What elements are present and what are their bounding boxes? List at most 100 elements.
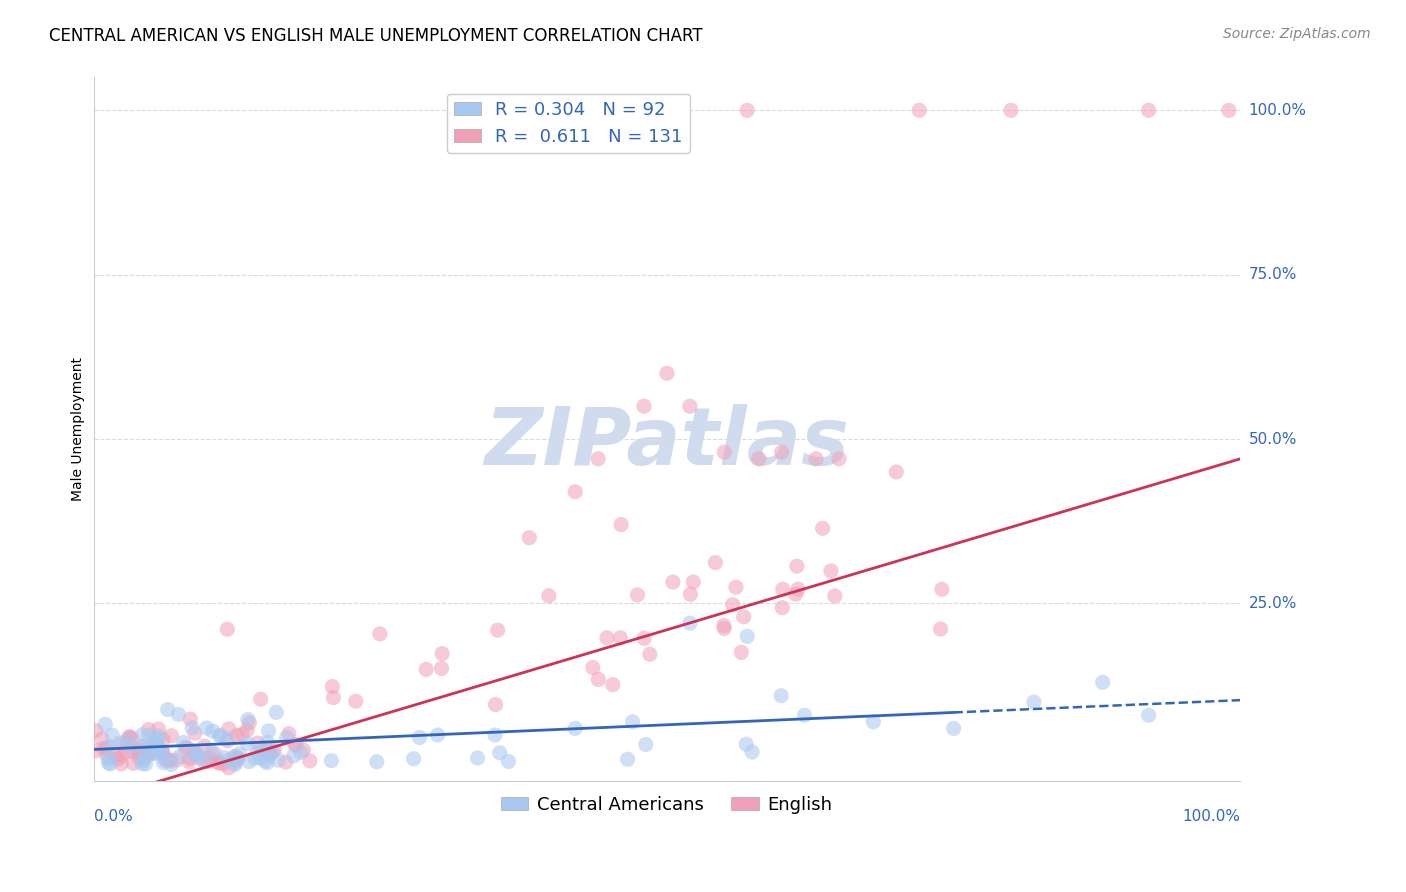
- Point: [488, 746, 510, 760]
- Point: [564, 484, 586, 499]
- Point: [160, 754, 183, 768]
- Point: [114, 745, 136, 759]
- Point: [274, 755, 297, 769]
- Point: [97, 756, 120, 770]
- Point: [582, 660, 605, 674]
- Point: [748, 451, 770, 466]
- Point: [156, 702, 179, 716]
- Point: [228, 751, 250, 765]
- Text: Source: ZipAtlas.com: Source: ZipAtlas.com: [1223, 27, 1371, 41]
- Point: [197, 755, 219, 769]
- Point: [884, 465, 907, 479]
- Point: [226, 751, 249, 765]
- Point: [128, 743, 150, 757]
- Text: 100.0%: 100.0%: [1249, 103, 1306, 118]
- Point: [298, 754, 321, 768]
- Point: [246, 736, 269, 750]
- Point: [121, 731, 143, 746]
- Point: [284, 738, 307, 752]
- Text: 25.0%: 25.0%: [1249, 596, 1296, 611]
- Point: [127, 743, 149, 757]
- Point: [616, 752, 638, 766]
- Point: [134, 749, 156, 764]
- Point: [226, 729, 249, 743]
- Point: [236, 713, 259, 727]
- Point: [1218, 103, 1240, 118]
- Point: [772, 582, 794, 597]
- Point: [110, 736, 132, 750]
- Point: [621, 714, 644, 729]
- Point: [290, 745, 312, 759]
- Point: [730, 645, 752, 659]
- Point: [366, 755, 388, 769]
- Text: CENTRAL AMERICAN VS ENGLISH MALE UNEMPLOYMENT CORRELATION CHART: CENTRAL AMERICAN VS ENGLISH MALE UNEMPLO…: [49, 27, 703, 45]
- Point: [152, 732, 174, 747]
- Point: [256, 756, 278, 770]
- Point: [679, 399, 702, 413]
- Point: [128, 751, 150, 765]
- Point: [770, 445, 793, 459]
- Point: [321, 754, 343, 768]
- Point: [224, 754, 246, 768]
- Point: [638, 648, 661, 662]
- Point: [97, 752, 120, 766]
- Point: [141, 736, 163, 750]
- Point: [236, 737, 259, 751]
- Text: 0.0%: 0.0%: [94, 809, 132, 824]
- Point: [292, 743, 315, 757]
- Point: [246, 746, 269, 760]
- Point: [152, 746, 174, 760]
- Point: [96, 748, 118, 763]
- Point: [190, 751, 212, 765]
- Point: [117, 733, 139, 747]
- Point: [228, 747, 250, 761]
- Point: [134, 750, 156, 764]
- Point: [193, 755, 215, 769]
- Point: [209, 729, 232, 743]
- Point: [828, 451, 851, 466]
- Point: [430, 647, 453, 661]
- Point: [467, 751, 489, 765]
- Point: [1091, 675, 1114, 690]
- Point: [153, 752, 176, 766]
- Point: [586, 451, 609, 466]
- Point: [634, 738, 657, 752]
- Point: [177, 740, 200, 755]
- Point: [263, 742, 285, 756]
- Point: [322, 690, 344, 705]
- Point: [132, 751, 155, 765]
- Text: 75.0%: 75.0%: [1249, 268, 1296, 282]
- Point: [243, 751, 266, 765]
- Point: [101, 728, 124, 742]
- Point: [145, 731, 167, 746]
- Point: [484, 728, 506, 742]
- Point: [824, 589, 846, 603]
- Point: [1137, 103, 1160, 118]
- Point: [238, 715, 260, 730]
- Point: [200, 745, 222, 759]
- Point: [217, 623, 239, 637]
- Point: [426, 728, 449, 742]
- Point: [184, 726, 207, 740]
- Point: [145, 742, 167, 756]
- Point: [283, 748, 305, 763]
- Point: [564, 722, 586, 736]
- Point: [602, 678, 624, 692]
- Point: [633, 632, 655, 646]
- Point: [344, 694, 367, 708]
- Point: [148, 722, 170, 736]
- Point: [402, 752, 425, 766]
- Point: [721, 598, 744, 612]
- Point: [208, 728, 231, 742]
- Point: [205, 755, 228, 769]
- Point: [138, 723, 160, 737]
- Point: [212, 750, 235, 764]
- Point: [167, 707, 190, 722]
- Point: [787, 582, 810, 596]
- Point: [218, 753, 240, 767]
- Point: [141, 745, 163, 759]
- Point: [110, 756, 132, 771]
- Point: [224, 756, 246, 770]
- Point: [277, 727, 299, 741]
- Point: [804, 451, 827, 466]
